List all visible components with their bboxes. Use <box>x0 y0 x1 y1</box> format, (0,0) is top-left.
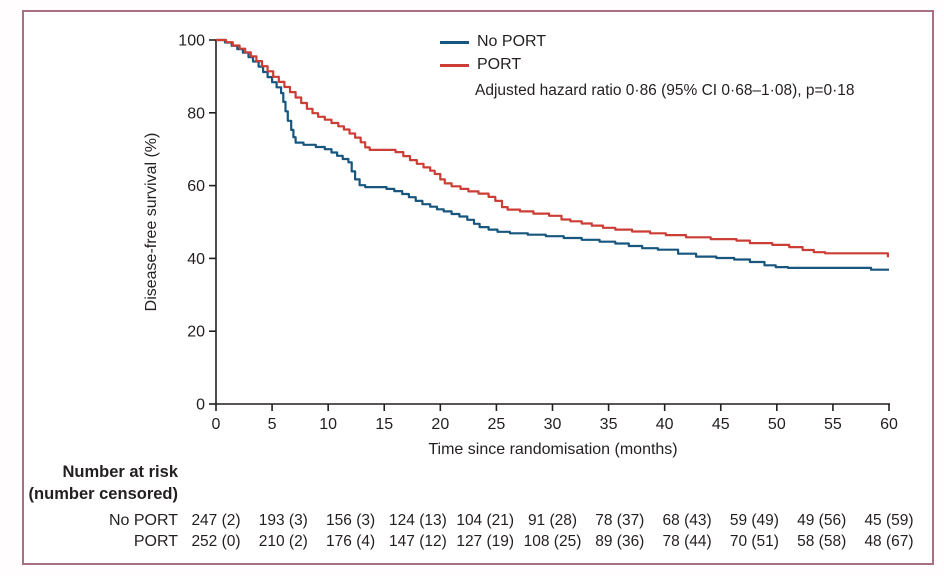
x-tick-label: 15 <box>375 416 393 433</box>
risk-header-line2: (number censored) <box>28 485 178 503</box>
y-tick-label: 40 <box>187 251 205 268</box>
km-curve-port <box>216 38 889 258</box>
risk-cell: 48 (67) <box>864 533 914 550</box>
x-tick-label: 5 <box>268 416 277 433</box>
y-axis-title: Disease-free survival (%) <box>143 132 160 312</box>
risk-header-line1: Number at risk <box>62 463 178 481</box>
risk-cell: 127 (19) <box>456 533 515 550</box>
x-tick-label: 55 <box>824 416 842 433</box>
x-tick-label: 0 <box>212 416 221 433</box>
km-curve-no-port <box>216 38 889 271</box>
x-tick-label: 50 <box>768 416 786 433</box>
risk-cell: 210 (2) <box>258 533 308 550</box>
risk-row-label-port: PORT <box>133 533 178 550</box>
port-line-swatch <box>440 63 469 67</box>
y-tick-label: 100 <box>178 33 205 50</box>
risk-row-label-no-port: No PORT <box>108 512 178 529</box>
risk-cell: 45 (59) <box>864 512 914 529</box>
risk-cell: 89 (36) <box>595 533 645 550</box>
y-tick-label: 60 <box>187 178 205 195</box>
x-tick-label: 30 <box>544 416 562 433</box>
risk-cell: 108 (25) <box>523 533 582 550</box>
risk-cell: 58 (58) <box>797 533 847 550</box>
risk-cell: 104 (21) <box>456 512 515 529</box>
risk-cell: 70 (51) <box>729 533 779 550</box>
risk-cell: 78 (37) <box>595 512 645 529</box>
y-tick-label: 80 <box>187 105 205 122</box>
risk-cell: 156 (3) <box>326 512 376 529</box>
risk-cell: 124 (13) <box>389 512 447 529</box>
y-tick-label: 0 <box>196 397 205 414</box>
x-tick-label: 60 <box>880 416 898 433</box>
x-tick-label: 45 <box>712 416 730 433</box>
figure-border <box>22 10 934 565</box>
risk-cell: 68 (43) <box>662 512 712 529</box>
risk-cell: 49 (56) <box>797 512 847 529</box>
x-tick-label: 25 <box>488 416 506 433</box>
legend-item-port: PORT <box>440 56 521 74</box>
risk-cell: 193 (3) <box>258 512 308 529</box>
x-tick-label: 40 <box>656 416 674 433</box>
x-tick-label: 10 <box>319 416 337 433</box>
risk-cell: 59 (49) <box>729 512 779 529</box>
no-port-line-swatch <box>440 40 469 44</box>
risk-table-header: Number at risk (number censored) <box>0 461 178 505</box>
risk-cell: 78 (44) <box>662 533 712 550</box>
hazard-ratio-annotation: Adjusted hazard ratio 0·86 (95% CI 0·68–… <box>475 82 855 99</box>
risk-cell: 176 (4) <box>326 533 376 550</box>
x-axis-title: Time since randomisation (months) <box>428 441 678 458</box>
risk-cell: 252 (0) <box>191 533 241 550</box>
risk-cell: 91 (28) <box>527 512 578 529</box>
legend-label-no-port: No PORT <box>477 33 547 50</box>
x-tick-label: 20 <box>431 416 449 433</box>
risk-cell: 247 (2) <box>191 512 241 529</box>
risk-cell: 147 (12) <box>389 533 447 550</box>
x-tick-label: 35 <box>600 416 618 433</box>
legend-item-no-port: No PORT <box>440 33 546 51</box>
legend-label-port: PORT <box>477 56 522 73</box>
y-tick-label: 20 <box>187 324 205 341</box>
